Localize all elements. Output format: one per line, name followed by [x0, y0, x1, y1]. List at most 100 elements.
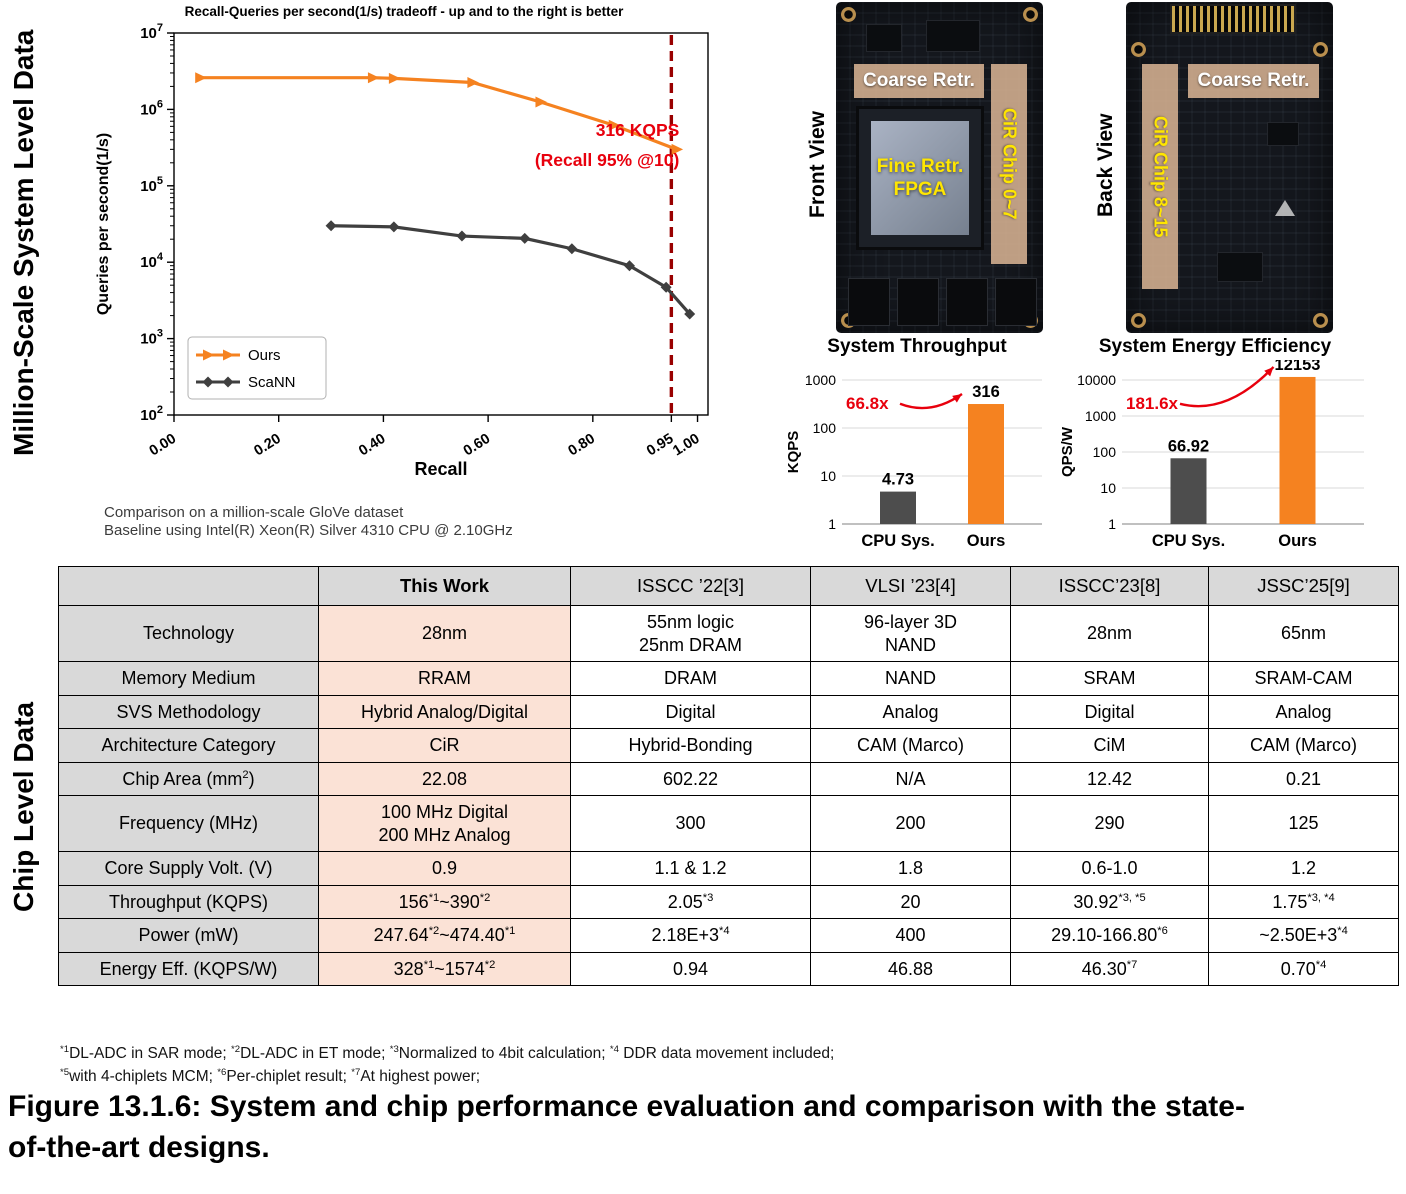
series-marker — [203, 349, 215, 361]
series-marker — [367, 72, 380, 84]
figure-caption-line-2: of-the-art designs. — [8, 1131, 270, 1164]
table-cell: 200 — [810, 795, 1011, 852]
pcb-component — [926, 20, 980, 52]
table-row: Power (mW) 247.64*2~474.40*1 2.18E+3*4 400 2… — [58, 918, 1399, 953]
table-cell: 125 — [1208, 795, 1399, 852]
table-row: Core Supply Volt. (V) 0.9 1.1 & 1.2 1.8 0.6-… — [58, 851, 1399, 886]
table-column-header: ISSCC ’22[3] — [570, 566, 811, 606]
cir-chip-0-7-label: CiR Chip 0~7 — [999, 108, 1020, 220]
x-tick-label: 0.40 — [356, 431, 388, 460]
system-energy-efficiency-bar-chart: 1 10 100 1000 10000 66.92 CPU Sys. 12153 Ours QPS… — [1059, 356, 1364, 550]
series-marker — [325, 220, 337, 232]
table-cell: NAND — [810, 661, 1011, 696]
series-marker — [566, 243, 578, 255]
throughput-chart-title: System Throughput — [827, 336, 1007, 357]
y-tick-label: 1 — [1108, 516, 1116, 532]
table-cell: 30.92*3, *5 — [1010, 884, 1209, 919]
table-cell: 300 — [570, 795, 811, 852]
series-marker — [388, 221, 400, 233]
row-label: Architecture Category — [58, 728, 319, 763]
series-marker — [222, 376, 234, 388]
table-cell: 0.6-1.0 — [1010, 851, 1209, 886]
x-tick-label: 0.00 — [147, 431, 179, 460]
chart-subcaption-baseline: Baseline using Intel(R) Xeon(R) Silver 4… — [104, 522, 513, 539]
coarse-retr-label-back: Coarse Retr. — [1197, 70, 1310, 91]
annotation-recall95: (Recall 95% @10) — [535, 150, 680, 170]
bar-value-label: 66.92 — [1168, 437, 1209, 455]
system-energy-efficiency-chart-block: System Energy Efficiency 1 10 100 1000 10000… — [1058, 336, 1372, 563]
bar-ours — [1279, 376, 1316, 524]
legend-label-scann: ScaNN — [248, 374, 296, 391]
table-cell: CAM (Marco) — [1208, 728, 1399, 763]
table-row: Architecture Category CiR Hybrid-Bonding CA… — [58, 728, 1399, 763]
x-tick-label: 0.80 — [566, 431, 598, 460]
pcb-front-view-photo: Coarse Retr. Fine Retr. FPGA CiR Chip 0~… — [836, 2, 1043, 333]
series-marker — [535, 96, 547, 108]
bar-cpu-sys- — [1170, 458, 1207, 524]
line-chart-captions: Comparison on a million-scale GloVe data… — [88, 504, 720, 540]
series-marker — [519, 232, 531, 244]
y-tick-label: 10000 — [1077, 372, 1116, 388]
series-line-scann — [331, 224, 691, 316]
table-cell: RRAM — [318, 661, 571, 696]
table-header-row: This Work ISSCC ’22[3] VLSI ’23[4] ISSCC’23… — [58, 566, 1399, 606]
fpga-label-line1: Fine Retr. — [876, 156, 964, 177]
table-corner-cell — [58, 566, 319, 606]
table-row: SVS Methodology Hybrid Analog/Digital Digi… — [58, 694, 1399, 729]
footnote-line-1: *1DL-ADC in SAR mode; *2DL-ADC in ET mod… — [60, 1044, 835, 1063]
table-row: Chip Area (mm2) 22.08 602.22 N/A 12.42 0.21 — [58, 761, 1399, 796]
series-marker — [388, 72, 401, 84]
arrow-head — [1264, 366, 1274, 377]
y-tick-label: 10 — [1100, 480, 1116, 496]
y-axis-label: Queries per second(1/s) — [95, 133, 112, 315]
series-marker — [623, 260, 635, 272]
table-cell: 12.42 — [1010, 761, 1209, 796]
row-label: Technology — [58, 605, 319, 662]
table-cell: 1.75*3, *4 — [1208, 884, 1399, 919]
section-label-chip-level: Chip Level Data — [8, 701, 39, 913]
table-column-header: ISSCC’23[8] — [1010, 566, 1209, 606]
screw-hole — [1313, 313, 1328, 328]
cir-chip-region-front: CiR Chip 0~7 — [991, 64, 1027, 264]
bar-value-label: 316 — [972, 383, 1000, 401]
y-tick-label: 106 — [140, 98, 163, 118]
comparison-table: This Work ISSCC ’22[3] VLSI ’23[4] ISSCC’23… — [58, 566, 1399, 986]
table-cell: 46.30*7 — [1010, 951, 1209, 986]
row-label: SVS Methodology — [58, 694, 319, 729]
table-cell: 0.70*4 — [1208, 951, 1399, 986]
table-row: Energy Eff. (KQPS/W) 328*1~1574*2 0.94 46.8… — [58, 951, 1399, 986]
table-cell: SRAM-CAM — [1208, 661, 1399, 696]
back-view-label: Back View — [1094, 113, 1117, 217]
table-cell: Hybrid-Bonding — [570, 728, 811, 763]
plot-frame — [173, 32, 709, 416]
row-label: Core Supply Volt. (V) — [58, 851, 319, 886]
series-marker — [684, 308, 696, 320]
y-axis-label: KQPS — [785, 431, 802, 474]
footnotes: *1DL-ADC in SAR mode; *2DL-ADC in ET mod… — [60, 1040, 834, 1086]
table-cell: 156*1~390*2 — [318, 884, 571, 919]
multiplier-label: 66.8x — [846, 394, 889, 413]
figure-caption-line-1: Figure 13.1.6: System and chip performan… — [8, 1090, 1245, 1123]
front-view-label: Front View — [806, 111, 829, 219]
row-label: Throughput (KQPS) — [58, 884, 319, 919]
y-tick-label: 1000 — [805, 372, 836, 388]
table-cell: 2.18E+3*4 — [570, 918, 811, 953]
table-cell: 29.10-166.80*6 — [1010, 918, 1209, 953]
table-cell: 55nm logic 25nm DRAM — [570, 605, 811, 662]
cir-chip-region-back: CiR Chip 8~15 — [1142, 64, 1178, 289]
table-cell: ~2.50E+3*4 — [1208, 918, 1399, 953]
multiplier-arrow — [1179, 366, 1275, 408]
bar-category-label: Ours — [967, 532, 1006, 550]
screw-hole — [1131, 313, 1146, 328]
table-cell: 400 — [810, 918, 1011, 953]
table-cell: Analog — [1208, 694, 1399, 729]
table-row: Technology 28nm 55nm logic 25nm DRAM 96-laye… — [58, 605, 1399, 662]
table-column-header: VLSI ’23[4] — [810, 566, 1011, 606]
screw-hole — [1023, 7, 1038, 22]
table-cell: DRAM — [570, 661, 811, 696]
y-tick-label: 105 — [140, 175, 163, 195]
y-tick-label: 103 — [140, 328, 163, 348]
table-row: Memory Medium RRAM DRAM NAND SRAM SRAM-CAM — [58, 661, 1399, 696]
fpga-die — [871, 121, 969, 235]
figure-caption: Figure 13.1.6: System and chip performan… — [8, 1086, 1245, 1168]
